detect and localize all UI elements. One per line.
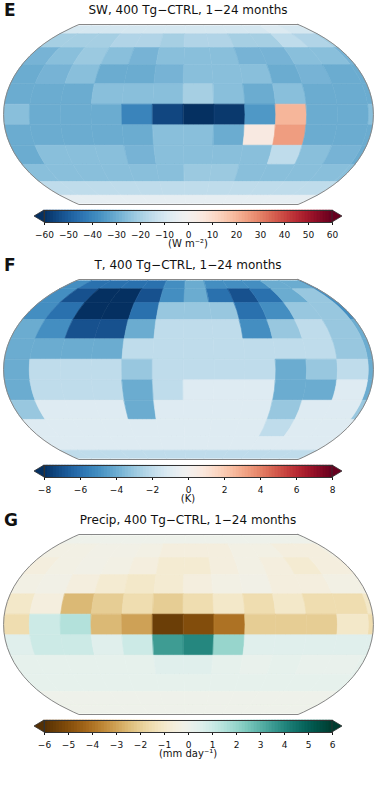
svg-text:−4: −4 <box>86 740 100 750</box>
svg-text:6: 6 <box>294 485 300 495</box>
html-text:G: G <box>4 510 18 530</box>
svg-text:8: 8 <box>330 485 336 495</box>
svg-text:−5: −5 <box>62 740 75 750</box>
svg-text:2: 2 <box>222 485 228 495</box>
svg-text:−6: −6 <box>38 740 52 750</box>
svg-text:−6: −6 <box>74 485 88 495</box>
svg-text:−40: −40 <box>83 230 102 240</box>
html-text:(mm day⁻¹): (mm day⁻¹) <box>158 748 218 759</box>
html-text:(W m⁻²): (W m⁻²) <box>168 238 208 249</box>
svg-text:−2: −2 <box>134 740 147 750</box>
svg-text:20: 20 <box>231 230 243 240</box>
html-text:Precip, 400 Tg−CTRL, 1−24 mont: Precip, 400 Tg−CTRL, 1−24 months <box>79 513 297 527</box>
svg-text:−8: −8 <box>38 485 52 495</box>
svg-text:−30: −30 <box>107 230 126 240</box>
svg-text:−2: −2 <box>146 485 159 495</box>
html-text:F: F <box>4 255 16 275</box>
svg-text:1: 1 <box>209 739 216 750</box>
svg-text:−10: −10 <box>155 229 174 240</box>
svg-text:3: 3 <box>258 740 264 750</box>
svg-text:5: 5 <box>306 740 312 750</box>
html-text:E: E <box>4 0 16 20</box>
html-text:SW, 400 Tg−CTRL, 1−24 months: SW, 400 Tg−CTRL, 1−24 months <box>88 3 288 17</box>
html-text:(K): (K) <box>180 493 196 504</box>
svg-text:0: 0 <box>185 229 192 240</box>
svg-text:−1: −1 <box>157 739 172 750</box>
svg-text:10: 10 <box>207 230 219 240</box>
svg-text:−20: −20 <box>131 230 150 240</box>
svg-text:30: 30 <box>255 230 267 240</box>
svg-text:−60: −60 <box>35 230 54 240</box>
svg-text:60: 60 <box>327 230 339 240</box>
svg-text:0: 0 <box>185 484 192 495</box>
html-text:T, 400 Tg−CTRL, 1−24 months: T, 400 Tg−CTRL, 1−24 months <box>94 258 282 272</box>
svg-text:6: 6 <box>330 740 336 750</box>
svg-text:−50: −50 <box>59 230 78 240</box>
svg-text:2: 2 <box>234 740 240 750</box>
svg-text:4: 4 <box>282 740 288 750</box>
svg-text:40: 40 <box>279 230 291 240</box>
svg-text:−3: −3 <box>110 740 123 750</box>
svg-text:−4: −4 <box>110 485 124 495</box>
svg-text:4: 4 <box>258 485 264 495</box>
svg-text:0: 0 <box>185 739 192 750</box>
svg-text:50: 50 <box>303 230 315 240</box>
